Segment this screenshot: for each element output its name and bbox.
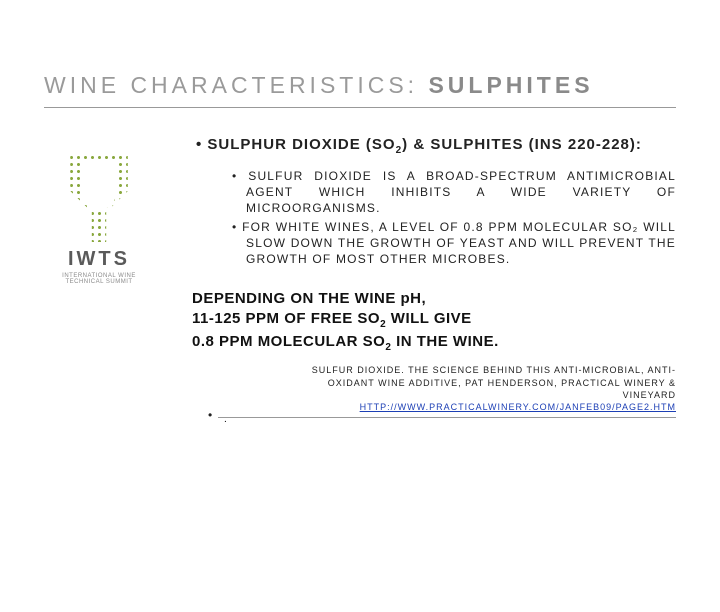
wine-glass-icon [54,154,144,242]
bullet-list: • SULFUR DIOXIDE IS A BROAD-SPECTRUM ANT… [192,168,676,267]
logo-column: IWTS INTERNATIONAL WINE TECHNICAL SUMMIT [44,136,184,413]
title-emphasis: SULPHITES [428,72,593,98]
logo-subtext: INTERNATIONAL WINE TECHNICAL SUMMIT [44,273,154,285]
slide-title: WINE CHARACTERISTICS: SULPHITES [44,72,676,99]
bullet-item: • FOR WHITE WINES, A LEVEL OF 0.8 PPM MO… [246,219,676,268]
text-column: SULPHUR DIOXIDE (SO2) & SULPHITES (INS 2… [184,136,676,413]
section-heading: SULPHUR DIOXIDE (SO2) & SULPHITES (INS 2… [192,136,676,156]
foot-dot: . [224,414,227,425]
content-row: IWTS INTERNATIONAL WINE TECHNICAL SUMMIT… [0,136,720,413]
iwts-logo: IWTS INTERNATIONAL WINE TECHNICAL SUMMIT [44,154,154,285]
foot-bullet: • [208,408,212,422]
bullet-item: • SULFUR DIOXIDE IS A BROAD-SPECTRUM ANT… [246,168,676,217]
logo-text: IWTS [44,248,154,271]
citation: SULFUR DIOXIDE. THE SCIENCE BEHIND THIS … [192,364,676,413]
title-prefix: WINE CHARACTERISTICS: [44,72,418,98]
footer-rule: • . [218,417,676,418]
conclusion-block: DEPENDING ON THE WINE pH, 11-125 PPM OF … [192,289,676,354]
title-bar: WINE CHARACTERISTICS: SULPHITES [44,72,676,108]
citation-link[interactable]: HTTP://WWW.PRACTICALWINERY.COM/JANFEB09/… [360,402,676,412]
